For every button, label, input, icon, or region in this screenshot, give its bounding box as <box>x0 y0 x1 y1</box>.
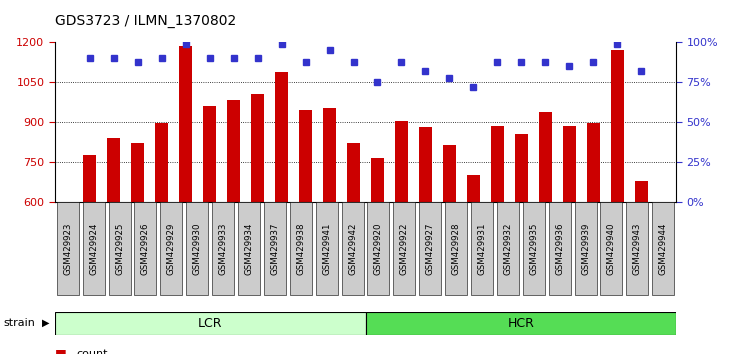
Bar <box>316 202 338 295</box>
Bar <box>563 126 576 202</box>
Bar <box>108 202 131 295</box>
Bar <box>419 127 432 202</box>
Bar <box>299 110 312 202</box>
Bar <box>347 143 360 202</box>
Bar <box>203 106 216 202</box>
Bar <box>626 202 648 295</box>
Bar <box>539 112 552 202</box>
Text: LCR: LCR <box>198 316 222 330</box>
Bar <box>289 202 312 295</box>
Text: GSM429938: GSM429938 <box>296 222 306 275</box>
Bar <box>419 202 442 295</box>
Text: count: count <box>77 349 108 354</box>
Text: GSM429933: GSM429933 <box>219 222 227 275</box>
Bar <box>393 202 415 295</box>
Bar <box>491 126 504 202</box>
Bar <box>160 202 182 295</box>
Bar <box>611 50 624 202</box>
Text: GSM429922: GSM429922 <box>400 222 409 275</box>
Text: GSM429936: GSM429936 <box>555 222 564 275</box>
Text: ▶: ▶ <box>42 318 49 328</box>
Bar <box>368 202 390 295</box>
Text: GSM429941: GSM429941 <box>322 222 331 275</box>
Text: GSM429937: GSM429937 <box>270 222 279 275</box>
Bar <box>251 94 264 202</box>
Text: GSM429925: GSM429925 <box>115 222 124 275</box>
Bar <box>445 202 467 295</box>
Text: GSM429923: GSM429923 <box>64 222 72 275</box>
Bar <box>515 134 528 202</box>
Bar <box>395 121 408 202</box>
Text: GSM429920: GSM429920 <box>374 222 383 275</box>
Bar <box>341 202 363 295</box>
Bar <box>600 202 623 295</box>
Bar <box>135 202 156 295</box>
Text: GSM429930: GSM429930 <box>193 222 202 275</box>
Text: GSM429944: GSM429944 <box>659 222 667 275</box>
Bar <box>366 312 676 335</box>
Text: strain: strain <box>4 318 36 328</box>
Bar <box>227 99 240 202</box>
Bar <box>549 202 571 295</box>
Text: GSM429928: GSM429928 <box>452 222 461 275</box>
Bar <box>155 124 168 202</box>
Bar <box>55 312 366 335</box>
Bar <box>323 108 336 202</box>
Bar <box>471 202 493 295</box>
Bar <box>497 202 519 295</box>
Text: HCR: HCR <box>507 316 534 330</box>
Text: GSM429934: GSM429934 <box>244 222 254 275</box>
Text: GSM429942: GSM429942 <box>348 222 357 275</box>
Bar <box>107 138 120 202</box>
Bar <box>83 155 96 202</box>
Bar <box>57 202 79 295</box>
Bar <box>587 124 600 202</box>
Text: GSM429940: GSM429940 <box>607 222 616 275</box>
Text: GSM429931: GSM429931 <box>477 222 487 275</box>
Bar <box>186 202 208 295</box>
Bar <box>83 202 105 295</box>
Bar <box>179 46 192 202</box>
Text: GSM429929: GSM429929 <box>167 222 176 275</box>
Text: GSM429932: GSM429932 <box>504 222 512 275</box>
Bar <box>523 202 545 295</box>
Text: GSM429935: GSM429935 <box>529 222 538 275</box>
Bar <box>238 202 260 295</box>
Text: GSM429927: GSM429927 <box>425 222 435 275</box>
Text: GSM429943: GSM429943 <box>633 222 642 275</box>
Bar <box>264 202 286 295</box>
Bar <box>212 202 234 295</box>
Bar <box>275 72 288 202</box>
Bar <box>635 181 648 202</box>
Bar <box>443 145 456 202</box>
Text: ■: ■ <box>55 348 67 354</box>
Bar <box>131 143 144 202</box>
Bar <box>467 175 480 202</box>
Bar <box>575 202 596 295</box>
Bar <box>371 158 384 202</box>
Text: GSM429926: GSM429926 <box>141 222 150 275</box>
Text: GDS3723 / ILMN_1370802: GDS3723 / ILMN_1370802 <box>55 14 236 28</box>
Text: GSM429924: GSM429924 <box>89 222 98 275</box>
Bar <box>652 202 674 295</box>
Text: GSM429939: GSM429939 <box>581 222 590 275</box>
